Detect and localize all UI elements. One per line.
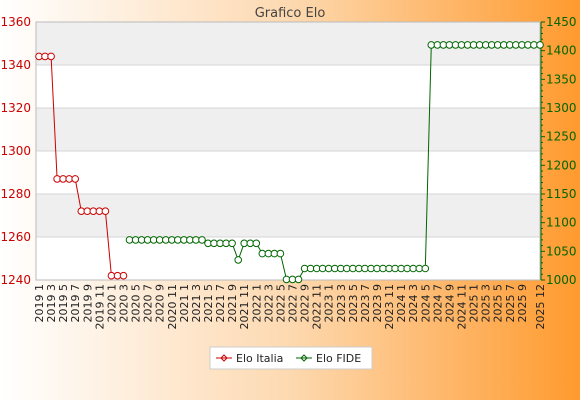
y-right-tick-label: 1350 (546, 72, 577, 86)
plot-band (36, 151, 540, 194)
data-point-elo-fide (421, 264, 430, 273)
x-tick-label: 2021 1 (178, 284, 191, 323)
plot-band (36, 237, 540, 280)
x-tick-label: 2019 11 (93, 284, 106, 330)
y-left-tick-label: 1240 (0, 273, 31, 287)
x-tick-label: 2022 7 (287, 284, 300, 323)
x-tick-label: 2024 9 (443, 284, 456, 323)
data-point-elo-fide (536, 41, 544, 49)
x-tick-label: 2024 5 (419, 284, 432, 323)
x-tick-label: 2024 3 (407, 284, 420, 323)
data-point-elo-fide (234, 256, 242, 264)
y-left-tick-label: 1280 (0, 187, 31, 201)
x-tick-label: 2023 11 (383, 284, 396, 330)
y-right-tick-label: 1000 (546, 273, 577, 287)
series-elo-italia (35, 52, 128, 280)
x-tick-label: 2023 3 (335, 284, 348, 323)
x-tick-label: 2019 7 (69, 284, 82, 323)
x-tick-label: 2025 5 (492, 284, 505, 323)
y-left-tick-label: 1340 (0, 58, 31, 72)
legend-marker-elo-fide (300, 354, 308, 362)
x-tick-label: 2022 9 (299, 284, 312, 323)
y-right-tick-label: 1200 (546, 158, 577, 172)
y-right-tick-label: 1450 (546, 15, 577, 29)
x-tick-label: 2022 1 (250, 284, 263, 323)
x-tick-label: 2021 9 (226, 284, 239, 323)
data-point-elo-fide (294, 275, 303, 284)
x-tick-label: 2023 9 (371, 284, 384, 323)
y-left-tick-label: 1320 (0, 101, 31, 115)
chart-title: Grafico Elo (255, 6, 326, 21)
y-left-tick-label: 1300 (0, 144, 31, 158)
x-tick-label: 2024 11 (456, 284, 469, 330)
data-point-elo-italia (47, 52, 55, 61)
x-tick-label: 2025 7 (504, 284, 517, 323)
x-tick-label: 2023 5 (347, 284, 360, 323)
plot-band (36, 194, 540, 237)
plot-band (36, 65, 540, 108)
x-tick-label: 2019 1 (33, 284, 46, 323)
x-tick-label: 2020 11 (166, 284, 179, 330)
x-tick-label: 2022 5 (274, 284, 287, 323)
y-right-tick-label: 1050 (546, 244, 577, 258)
x-tick-label: 2025 12 (534, 284, 547, 330)
legend-label-elo-italia: Elo Italia (236, 352, 283, 365)
y-left-tick-label: 1260 (0, 230, 31, 244)
x-tick-label: 2020 3 (118, 284, 131, 323)
y-right-tick-label: 1150 (546, 187, 577, 201)
x-tick-label: 2022 3 (262, 284, 275, 323)
x-tick-label: 2023 7 (359, 284, 372, 323)
data-point-elo-fide (276, 249, 285, 258)
y-left-tick-label: 1360 (0, 15, 31, 29)
x-tick-label: 2023 1 (323, 284, 336, 323)
x-tick-label: 2024 1 (395, 284, 408, 323)
x-tick-label: 2024 7 (431, 284, 444, 323)
y-right-tick-label: 1100 (546, 216, 577, 230)
data-point-elo-italia (101, 207, 110, 215)
x-tick-label: 2019 5 (57, 284, 70, 323)
x-tick-label: 2021 3 (190, 284, 203, 323)
y-right-tick-label: 1300 (546, 101, 577, 115)
y-right-tick-label: 1250 (546, 130, 577, 144)
x-tick-label: 2021 5 (202, 284, 215, 323)
x-tick-label: 2025 3 (480, 284, 493, 323)
legend-marker-elo-italia (220, 354, 228, 362)
data-point-elo-fide (228, 239, 236, 248)
y-right-tick-label: 1400 (546, 44, 577, 58)
legend-label-elo-fide: Elo FIDE (316, 352, 361, 365)
data-point-elo-fide (198, 236, 206, 244)
x-tick-label: 2020 9 (154, 284, 167, 323)
plot-band (36, 108, 540, 151)
x-tick-label: 2022 11 (311, 284, 324, 330)
legend-box (209, 346, 373, 370)
x-tick-label: 2025 1 (468, 284, 481, 323)
data-point-elo-italia (71, 175, 79, 183)
series-elo-fide (125, 41, 544, 284)
x-tick-label: 2020 5 (130, 284, 143, 323)
x-tick-label: 2020 1 (105, 284, 118, 323)
data-point-elo-italia (119, 271, 128, 280)
x-tick-label: 2021 11 (238, 284, 251, 330)
data-point-elo-fide (252, 239, 261, 248)
x-tick-label: 2020 7 (142, 284, 155, 323)
x-tick-label: 2025 9 (516, 284, 529, 323)
x-tick-label: 2019 9 (81, 284, 94, 323)
x-tick-label: 2021 7 (214, 284, 227, 323)
legend: Elo Italia Elo FIDE (209, 346, 373, 370)
x-tick-label: 2019 3 (45, 284, 58, 323)
